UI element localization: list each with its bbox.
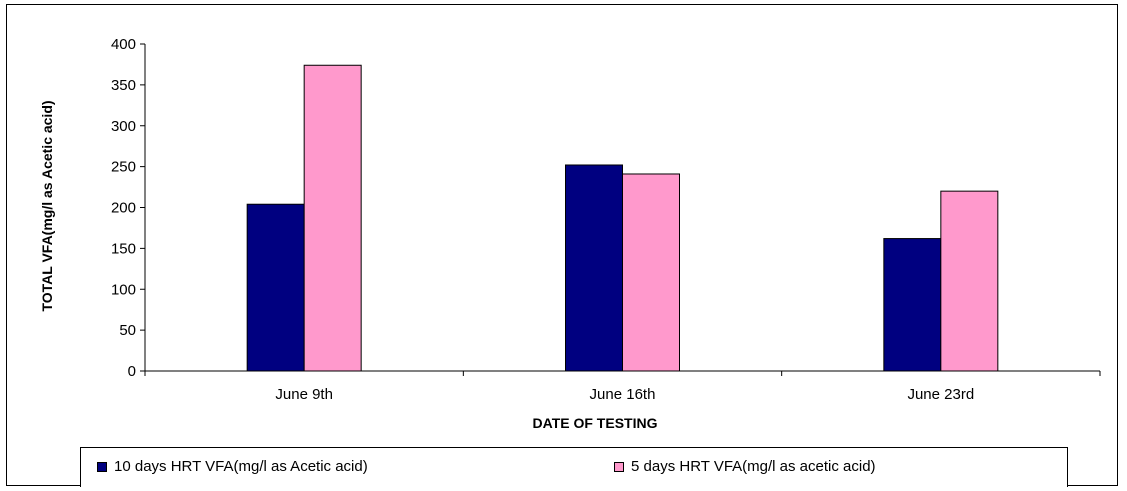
legend-swatch-series-2 <box>614 461 624 472</box>
legend-item-series-2: 5 days HRT VFA(mg/l as acetic acid) <box>614 458 876 475</box>
x-tick-label: June 23rd <box>907 386 974 403</box>
y-tick-label: 250 <box>111 159 136 176</box>
y-tick-label: 100 <box>111 281 136 298</box>
legend-item-series-1: 10 days HRT VFA(mg/l as Acetic acid) <box>97 458 368 475</box>
legend-label-series-1: 10 days HRT VFA(mg/l as Acetic acid) <box>114 458 368 475</box>
bar-series-2-2 <box>940 190 999 372</box>
legend-label-series-2: 5 days HRT VFA(mg/l as acetic acid) <box>631 458 876 475</box>
bar-series-1-2 <box>883 238 942 372</box>
y-tick-label: 300 <box>111 118 136 135</box>
x-tick-label: June 16th <box>590 386 656 403</box>
y-tick-label: 350 <box>111 77 136 94</box>
y-tick-label: 150 <box>111 240 136 257</box>
bar-series-2-1 <box>622 173 680 372</box>
y-tick-label: 400 <box>111 36 136 53</box>
y-tick-label: 0 <box>128 363 136 380</box>
x-tick-label: June 9th <box>275 386 333 403</box>
legend: 10 days HRT VFA(mg/l as Acetic acid) 5 d… <box>80 447 1068 487</box>
bar-series-1-0 <box>246 203 305 372</box>
bar-series-1-1 <box>565 164 623 372</box>
legend-swatch-series-1 <box>97 461 107 472</box>
x-axis-title: DATE OF TESTING <box>533 415 658 431</box>
y-axis-title: TOTAL VFA(mg/l as Acetic acid) <box>39 100 55 311</box>
y-tick-label: 200 <box>111 200 136 217</box>
bar-series-2-0 <box>303 64 362 372</box>
y-tick-label: 50 <box>119 322 136 339</box>
